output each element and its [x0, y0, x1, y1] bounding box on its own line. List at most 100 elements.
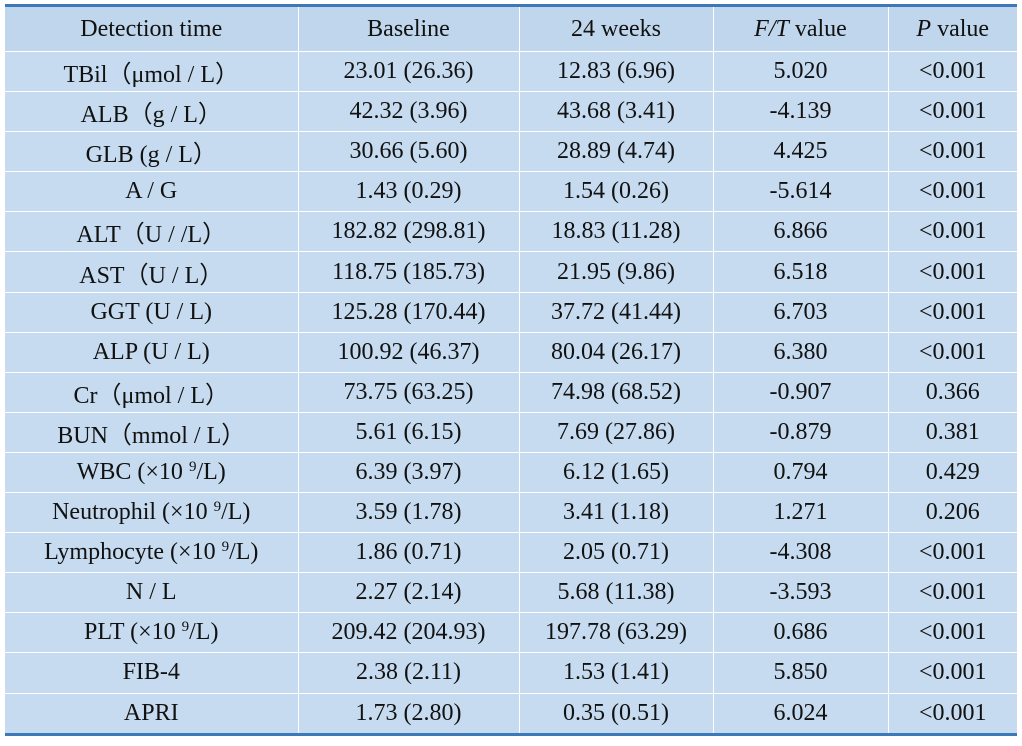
- table-row: TBil（μmol / L） 23.01 (26.36) 12.83 (6.96) 5…: [5, 50, 1017, 92]
- row-label: GGT (U / L): [5, 291, 299, 333]
- table-cell: <0.001: [887, 211, 1017, 252]
- table-row: GGT (U / L) 125.28 (170.44) 37.72 (41.44) 6…: [5, 291, 1017, 333]
- table-cell: 0.206: [887, 492, 1017, 533]
- table-cell: 1.73 (2.80): [297, 692, 520, 735]
- row-label: ALB（g / L）: [5, 91, 299, 132]
- row-label: GLB (g / L）: [5, 131, 299, 172]
- table-cell: 3.41 (1.18): [518, 492, 714, 533]
- table-row: GLB (g / L） 30.66 (5.60) 28.89 (4.74) 4.425…: [5, 131, 1017, 172]
- table-cell: <0.001: [887, 171, 1017, 212]
- row-label: A / G: [5, 171, 299, 212]
- row-label: FIB-4: [5, 652, 299, 693]
- row-label: BUN（mmol / L）: [5, 411, 299, 453]
- table-cell: 0.381: [887, 411, 1017, 453]
- table-cell: 37.72 (41.44): [518, 291, 714, 333]
- table-cell: -0.879: [712, 411, 889, 453]
- table-cell: -0.907: [712, 371, 889, 413]
- table-row: AST（U / L） 118.75 (185.73) 21.95 (9.86) 6.5…: [5, 251, 1017, 293]
- table-cell: 4.425: [712, 131, 889, 172]
- table-cell: <0.001: [887, 331, 1017, 373]
- header-cell: 24 weeks: [518, 5, 714, 52]
- table-row: PLT (×10 9/L) 209.42 (204.93) 197.78 (63.2…: [5, 612, 1017, 653]
- row-label: TBil（μmol / L）: [5, 50, 299, 92]
- table-cell: 6.866: [712, 211, 889, 252]
- table-cell: 80.04 (26.17): [518, 331, 714, 373]
- table-cell: <0.001: [887, 50, 1017, 92]
- table-cell: <0.001: [887, 572, 1017, 613]
- table-cell: <0.001: [887, 612, 1017, 653]
- table-cell: <0.001: [887, 91, 1017, 132]
- row-label: AST（U / L）: [5, 251, 299, 293]
- row-label-tail: /L): [196, 458, 226, 485]
- row-label: Lymphocyte (×10 9/L): [5, 532, 299, 573]
- table-cell: <0.001: [887, 251, 1017, 293]
- table-row: ALT（U / /L） 182.82 (298.81) 18.83 (11.28) 6…: [5, 211, 1017, 252]
- table-cell: 2.05 (0.71): [518, 532, 714, 573]
- table-cell: 73.75 (63.25): [297, 371, 520, 413]
- header-cell: F/T value: [712, 5, 889, 52]
- table-cell: 5.61 (6.15): [297, 411, 520, 453]
- table-cell: 28.89 (4.74): [518, 131, 714, 172]
- table-row: Neutrophil (×10 9/L) 3.59 (1.78) 3.41 (1.1…: [5, 492, 1017, 533]
- table-row: APRI 1.73 (2.80) 0.35 (0.51) 6.024 <0.001: [5, 692, 1017, 735]
- table-cell: 5.850: [712, 652, 889, 693]
- row-label-tail: /L): [229, 539, 259, 566]
- table-cell: 0.686: [712, 612, 889, 653]
- table-cell: 42.32 (3.96): [297, 91, 520, 132]
- table-body: TBil（μmol / L） 23.01 (26.36) 12.83 (6.96) 5…: [5, 50, 1017, 735]
- table-row: Lymphocyte (×10 9/L) 1.86 (0.71) 2.05 (0.7…: [5, 532, 1017, 573]
- table-cell: 5.020: [712, 50, 889, 92]
- header-cell-italic: P: [916, 15, 932, 42]
- row-label-text: Neutrophil (×10: [52, 499, 208, 526]
- table-cell: -4.308: [712, 532, 889, 573]
- table-row: Cr（μmol / L） 73.75 (63.25) 74.98 (68.52) -0…: [5, 371, 1017, 413]
- table-cell: -3.593: [712, 572, 889, 613]
- table-cell: 209.42 (204.93): [297, 612, 520, 653]
- header-cell-italic: F/T: [754, 15, 789, 42]
- table-cell: 1.53 (1.41): [518, 652, 714, 693]
- table-cell: -5.614: [712, 171, 889, 212]
- row-label-text: PLT (×10: [84, 619, 176, 646]
- row-label: APRI: [5, 692, 299, 735]
- table-cell: 12.83 (6.96): [518, 50, 714, 92]
- header-cell: P value: [887, 5, 1017, 52]
- row-label-sup: 9: [181, 619, 190, 636]
- table-cell: 7.69 (27.86): [518, 411, 714, 453]
- data-table: Detection time Baseline 24 weeks F/T value P…: [5, 4, 1017, 736]
- table-cell: 2.27 (2.14): [297, 572, 520, 613]
- table-cell: <0.001: [887, 532, 1017, 573]
- table-cell: 6.024: [712, 692, 889, 735]
- table-cell: 3.59 (1.78): [297, 492, 520, 533]
- table-row: BUN（mmol / L） 5.61 (6.15) 7.69 (27.86) -0.8…: [5, 411, 1017, 453]
- row-label-tail: /L): [189, 619, 219, 646]
- table-cell: 2.38 (2.11): [297, 652, 520, 693]
- table-cell: 0.366: [887, 371, 1017, 413]
- row-label-sup: 9: [188, 458, 197, 475]
- table-cell: 0.35 (0.51): [518, 692, 714, 735]
- table-cell: 118.75 (185.73): [297, 251, 520, 293]
- table-cell: 0.429: [887, 451, 1017, 493]
- table-cell: 125.28 (170.44): [297, 291, 520, 333]
- table-cell: 74.98 (68.52): [518, 371, 714, 413]
- table-cell: 6.39 (3.97): [297, 451, 520, 493]
- header-cell: Detection time: [5, 5, 299, 52]
- row-label-text: Lymphocyte (×10: [44, 539, 216, 566]
- table-cell: 100.92 (46.37): [297, 331, 520, 373]
- table-cell: 43.68 (3.41): [518, 91, 714, 132]
- header-cell-text: value: [937, 15, 990, 42]
- header-cell-text: value: [794, 15, 847, 42]
- table-cell: <0.001: [887, 692, 1017, 735]
- table-row: ALP (U / L) 100.92 (46.37) 80.04 (26.17) 6.…: [5, 331, 1017, 373]
- row-label: N / L: [5, 572, 299, 613]
- table-cell: 23.01 (26.36): [297, 50, 520, 92]
- table-cell: 0.794: [712, 451, 889, 493]
- row-label-tail: /L): [221, 499, 251, 526]
- table-cell: 1.43 (0.29): [297, 171, 520, 212]
- table-row: A / G 1.43 (0.29) 1.54 (0.26) -5.614 <0.001: [5, 171, 1017, 212]
- table-cell: 5.68 (11.38): [518, 572, 714, 613]
- table-row: ALB（g / L） 42.32 (3.96) 43.68 (3.41) -4.139…: [5, 91, 1017, 132]
- row-label-sup: 9: [221, 539, 230, 556]
- table-row: WBC (×10 9/L) 6.39 (3.97) 6.12 (1.65) 0.794…: [5, 451, 1017, 493]
- table-row: FIB-4 2.38 (2.11) 1.53 (1.41) 5.850 <0.001: [5, 652, 1017, 693]
- row-label: Cr（μmol / L）: [5, 371, 299, 413]
